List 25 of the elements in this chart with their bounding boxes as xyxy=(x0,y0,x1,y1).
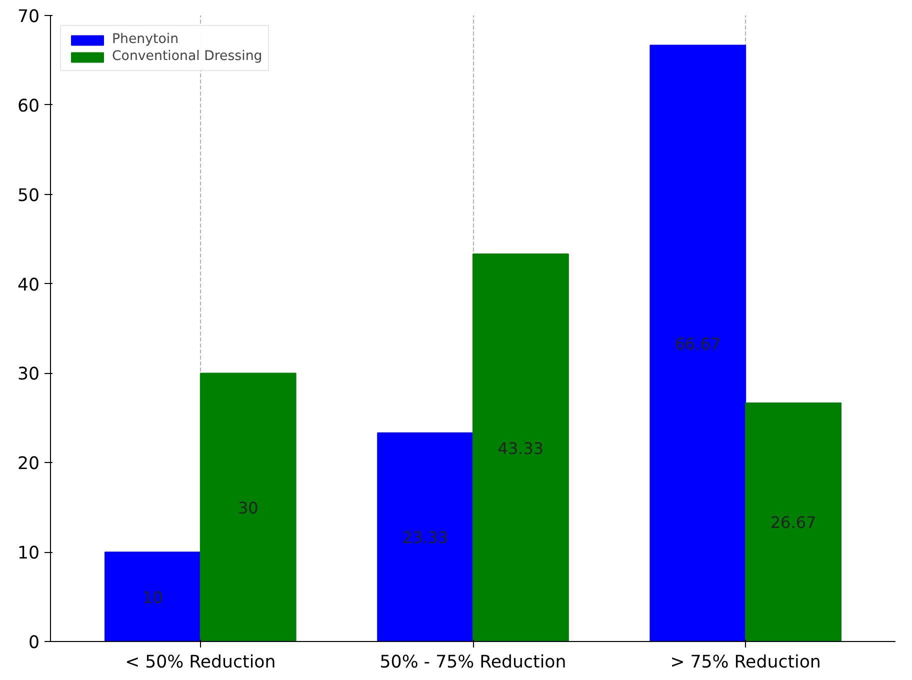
legend-label: Conventional Dressing xyxy=(112,49,262,64)
data-label: 26.67 xyxy=(770,513,816,532)
x-tick-label: > 75% Reduction xyxy=(670,652,821,672)
x-tick-label: 50% - 75% Reduction xyxy=(380,652,566,672)
data-label: 10 xyxy=(142,588,163,607)
legend-label: Phenytoin xyxy=(112,32,179,47)
y-tick-label: 30 xyxy=(17,364,40,385)
bar xyxy=(650,44,746,642)
bar xyxy=(104,552,201,642)
bar xyxy=(745,402,842,642)
data-label: 43.33 xyxy=(498,438,544,458)
y-tick-label: 10 xyxy=(17,544,40,564)
y-tick-label: 40 xyxy=(17,275,40,296)
y-tick-label: 70 xyxy=(17,7,40,27)
x-tick-label: < 50% Reduction xyxy=(125,652,276,672)
data-label: 30 xyxy=(238,498,258,518)
bar xyxy=(377,432,474,642)
y-tick-label: 50 xyxy=(17,186,40,206)
data-label: 66.67 xyxy=(674,334,721,354)
bar xyxy=(200,372,296,642)
y-tick-label: 60 xyxy=(17,96,40,116)
data-label: 23.33 xyxy=(402,528,448,548)
bar xyxy=(472,254,569,642)
y-tick-label: 0 xyxy=(28,633,40,653)
y-tick-label: 20 xyxy=(17,454,40,474)
